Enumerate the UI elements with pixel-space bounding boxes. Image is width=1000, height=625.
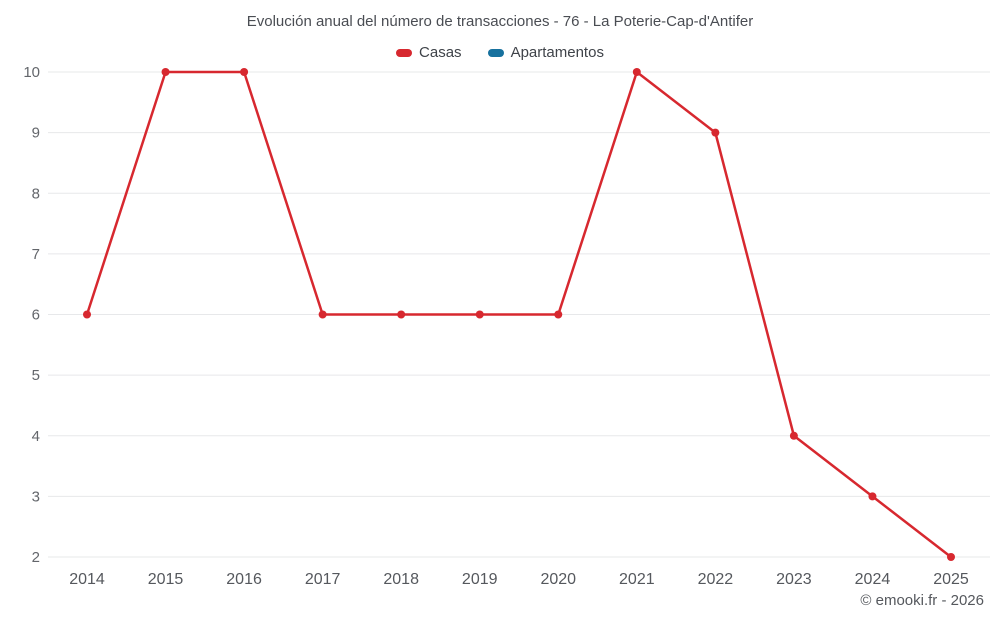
y-axis-tick-label: 2: [32, 549, 40, 566]
x-axis-tick-label: 2024: [855, 571, 891, 588]
data-point-marker: [868, 492, 877, 501]
data-point-marker: [318, 310, 327, 319]
x-axis-tick-label: 2014: [69, 571, 105, 588]
y-axis-tick-label: 10: [23, 64, 40, 81]
chart-title: Evolución anual del número de transaccio…: [246, 13, 754, 30]
series-line: [85, 70, 953, 559]
legend-item-apartamentos[interactable]: Apartamentos: [487, 44, 604, 61]
x-axis-tick-label: 2019: [462, 571, 498, 588]
y-axis-tick-label: 6: [32, 307, 40, 324]
data-point-marker: [161, 68, 170, 76]
x-axis-tick-label: 2018: [383, 571, 419, 588]
data-point-marker: [475, 310, 484, 319]
x-axis-tick-label: 2020: [540, 571, 576, 588]
y-axis-tick-label: 5: [32, 367, 40, 384]
legend-label-apartamentos: Apartamentos: [510, 44, 604, 61]
data-point-marker: [240, 68, 249, 76]
casas-series-swatch: [396, 48, 413, 57]
x-axis-tick-label: 2017: [305, 571, 341, 588]
data-point-marker: [711, 128, 720, 137]
legend: Casas Apartamentos: [0, 44, 1000, 61]
y-axis-tick-label: 4: [32, 428, 40, 445]
x-axis-tick-label: 2015: [148, 571, 184, 588]
y-axis-tick-label: 7: [32, 246, 40, 263]
y-axis-tick-label: 3: [32, 488, 40, 505]
x-axis-tick-label: 2025: [933, 571, 969, 588]
copyright-credit: © emooki.fr - 2026: [860, 592, 984, 609]
data-point-marker: [946, 553, 955, 561]
x-axis-tick-label: 2021: [619, 571, 655, 588]
legend-item-casas[interactable]: Casas: [396, 44, 462, 61]
data-point-marker: [632, 68, 641, 76]
y-axis-tick-label: 8: [32, 185, 40, 202]
apartamentos-series-swatch: [487, 48, 504, 57]
data-point-marker: [397, 310, 406, 319]
legend-label-casas: Casas: [419, 44, 462, 61]
x-axis-tick-label: 2023: [776, 571, 812, 588]
data-point-marker: [83, 310, 91, 319]
x-axis-tick-label: 2016: [226, 571, 262, 588]
x-axis-tick-label: 2022: [698, 571, 734, 588]
y-axis-tick-label: 9: [32, 125, 40, 142]
data-point-marker: [554, 310, 563, 319]
data-point-marker: [789, 431, 798, 440]
